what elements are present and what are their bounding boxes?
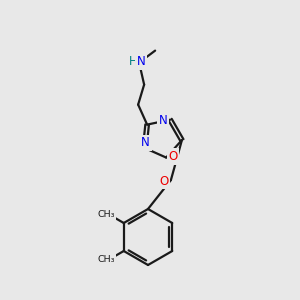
Text: N: N bbox=[159, 114, 167, 127]
Text: CH₃: CH₃ bbox=[98, 210, 115, 219]
Text: O: O bbox=[169, 150, 178, 163]
Text: O: O bbox=[159, 175, 169, 188]
Text: N: N bbox=[141, 136, 150, 149]
Text: CH₃: CH₃ bbox=[98, 255, 115, 264]
Text: H: H bbox=[129, 55, 137, 68]
Text: N: N bbox=[137, 55, 146, 68]
